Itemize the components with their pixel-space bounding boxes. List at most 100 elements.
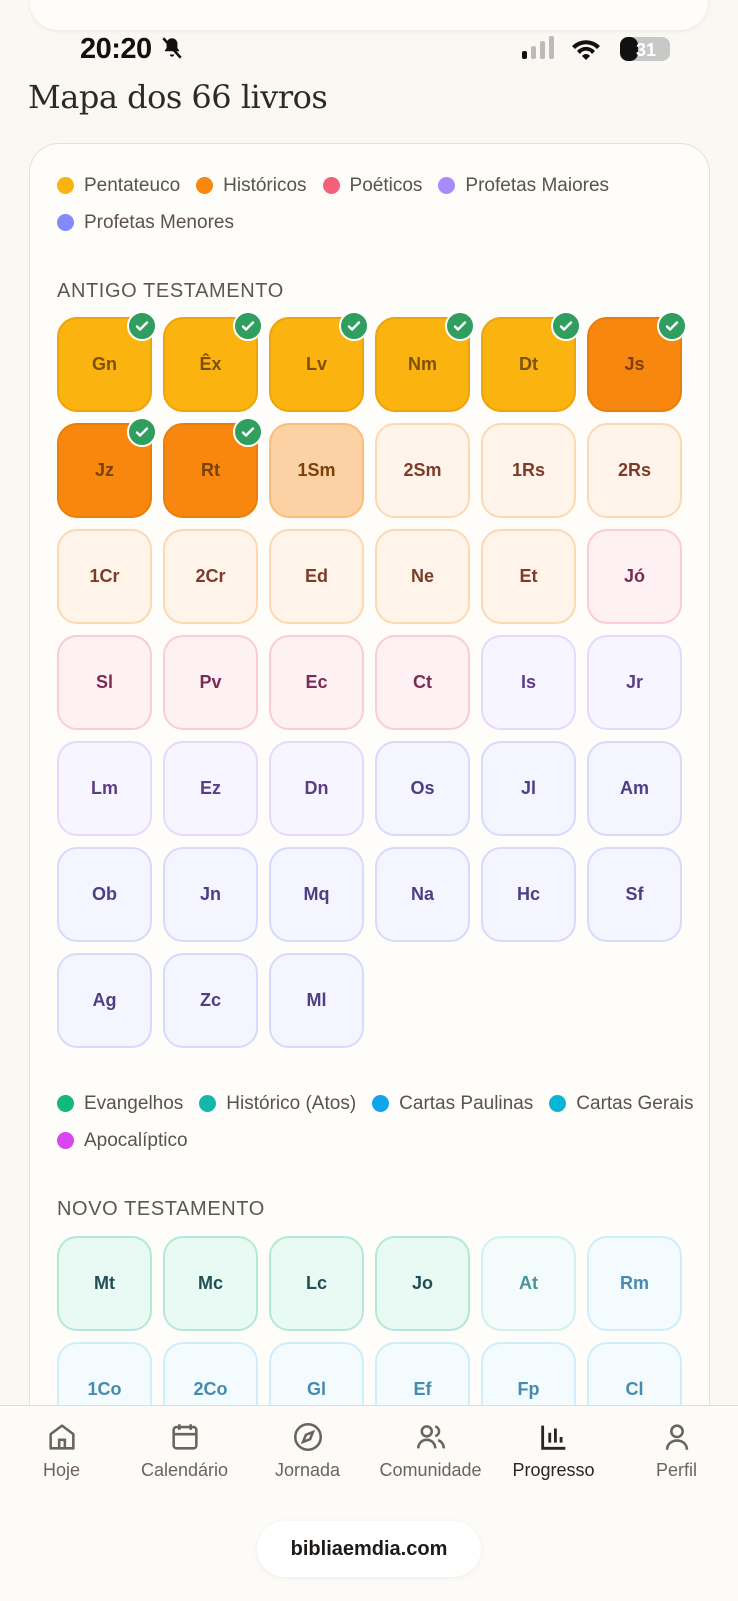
book-tile[interactable]: Ob [57, 847, 152, 942]
calendar-icon [171, 1424, 198, 1450]
book-label: Zc [199, 990, 221, 1010]
book-label: Na [410, 884, 434, 904]
nav-item[interactable]: Hoje [0, 1420, 123, 1481]
book-tile[interactable]: Dt [481, 311, 581, 412]
book-tile[interactable]: At [481, 1236, 576, 1331]
check-icon [453, 321, 467, 331]
book-label: Rt [201, 460, 220, 480]
clock: 20:20 [80, 33, 185, 66]
nav-item[interactable]: Progresso [492, 1420, 615, 1481]
book-label: At [519, 1273, 538, 1293]
book-tile[interactable]: Mc [163, 1236, 258, 1331]
legend-item: Profetas Menores [57, 211, 234, 234]
read-check [233, 417, 263, 447]
book-label: Lm [91, 778, 118, 798]
read-check [339, 311, 369, 341]
book-tile[interactable]: 2Sm [375, 423, 470, 518]
book-label: Fp [517, 1379, 540, 1399]
book-label: Sf [625, 884, 644, 904]
book-tile[interactable]: Pv [163, 635, 258, 730]
book-tile[interactable]: Mq [269, 847, 364, 942]
book-tile[interactable]: Ct [375, 635, 470, 730]
nav-item[interactable]: Jornada [246, 1420, 369, 1481]
book-tile[interactable]: Sf [587, 847, 682, 942]
read-check [233, 311, 263, 341]
book-tile[interactable]: Jl [481, 741, 576, 836]
book-tile[interactable]: 1Rs [481, 423, 576, 518]
nav-item[interactable]: Perfil [615, 1420, 738, 1481]
book-tile[interactable]: Is [481, 635, 576, 730]
book-label: Dt [519, 354, 538, 374]
book-tile[interactable]: Ag [57, 953, 152, 1048]
book-tile[interactable]: 2Cr [163, 529, 258, 624]
book-label: Os [410, 778, 435, 798]
book-tile[interactable]: Jo [375, 1236, 470, 1331]
book-tile[interactable]: Êx [163, 311, 263, 412]
book-tile[interactable]: Lm [57, 741, 152, 836]
book-label: Jz [94, 460, 114, 480]
read-check [551, 311, 581, 341]
book-label: Et [519, 566, 538, 586]
book-label: Jó [623, 566, 645, 586]
legend-label: Cartas Paulinas [399, 1092, 534, 1114]
book-label: Ob [92, 884, 117, 904]
book-tile[interactable]: Zc [163, 953, 258, 1048]
legend: Evangelhos Histórico (Atos) Cartas Paulina… [57, 1092, 697, 1152]
legend-item: Profetas Maiores [438, 174, 609, 197]
book-label: Ez [199, 778, 221, 798]
page-title: Mapa dos 66 livros [28, 78, 328, 116]
book-tile[interactable]: Jz [57, 417, 157, 518]
book-tile[interactable]: Et [481, 529, 576, 624]
nav-label: Comunidade [379, 1460, 482, 1480]
legend-label: Evangelhos [84, 1092, 184, 1114]
book-tile[interactable]: Am [587, 741, 682, 836]
nav-item[interactable]: Calendário [123, 1420, 246, 1481]
book-tile[interactable]: Lc [269, 1236, 364, 1331]
book-tile[interactable]: 1Cr [57, 529, 152, 624]
book-tile[interactable]: Hc [481, 847, 576, 942]
book-label: Mt [94, 1273, 115, 1293]
book-tile[interactable]: Ec [269, 635, 364, 730]
nav-item[interactable]: Comunidade [369, 1420, 492, 1481]
book-tile[interactable]: Ez [163, 741, 258, 836]
book-tile[interactable]: Jn [163, 847, 258, 942]
book-tile[interactable]: Sl [57, 635, 152, 730]
book-tile[interactable]: Dn [269, 741, 364, 836]
book-label: Sl [95, 672, 113, 692]
book-tile[interactable]: Na [375, 847, 470, 942]
book-label: 2Cr [195, 566, 226, 586]
book-tile[interactable]: 1Sm [269, 423, 364, 518]
legend: Pentateuco Históricos Poéticos Profetas Mai… [57, 174, 697, 234]
book-tile[interactable]: Rm [587, 1236, 682, 1331]
book-label: 1Cr [89, 566, 120, 586]
book-tile[interactable]: Gn [57, 311, 157, 412]
book-tile[interactable]: Mt [57, 1236, 152, 1331]
url-pill: bibliaemdia.com [257, 1521, 481, 1577]
book-tile[interactable]: Jó [587, 529, 682, 624]
legend-dot [57, 177, 74, 194]
book-label: Ef [413, 1379, 432, 1399]
book-tile[interactable]: Rt [163, 417, 263, 518]
book-tile[interactable]: Os [375, 741, 470, 836]
book-label: Gl [306, 1379, 326, 1399]
legend-label: Profetas Menores [84, 211, 234, 233]
book-label: Jr [625, 672, 643, 692]
book-label: 2Sm [403, 460, 442, 480]
book-tile[interactable]: Jr [587, 635, 682, 730]
book-grid: Mt Mc Lc Jo At Rm 1Co 2Co Gl Ef Fp Cl [57, 1236, 705, 1437]
book-label: 2Co [193, 1379, 228, 1399]
check-icon [241, 427, 255, 437]
book-tile[interactable]: Nm [375, 311, 475, 412]
book-tile[interactable]: Js [587, 311, 687, 412]
nav-label: Jornada [274, 1460, 341, 1480]
profile-icon [665, 1424, 688, 1450]
book-tile[interactable]: Ml [269, 953, 364, 1048]
legend-item: Apocalíptico [57, 1129, 188, 1152]
book-tile[interactable]: Ne [375, 529, 470, 624]
book-tile[interactable]: Ed [269, 529, 364, 624]
book-tile[interactable]: Lv [269, 311, 369, 412]
book-label: Pv [199, 672, 222, 692]
book-tile[interactable]: 2Rs [587, 423, 682, 518]
check-icon [135, 427, 149, 437]
book-label: Mq [303, 884, 330, 904]
